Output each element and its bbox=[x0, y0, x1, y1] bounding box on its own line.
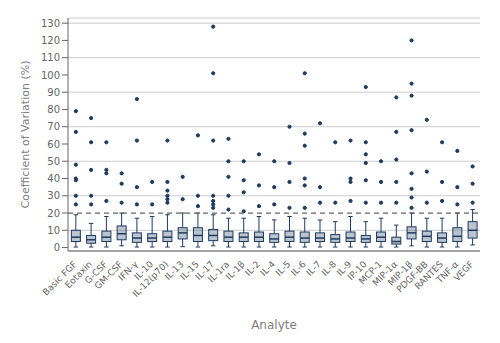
svg-text:Coefficient of Variation (%): Coefficient of Variation (%) bbox=[19, 61, 32, 209]
svg-text:Eotaxin: Eotaxin bbox=[63, 259, 95, 291]
svg-text:IL-5: IL-5 bbox=[274, 259, 293, 278]
svg-text:VEGF: VEGF bbox=[452, 259, 476, 283]
svg-text:MIP-1β: MIP-1β bbox=[386, 259, 415, 288]
svg-text:30: 30 bbox=[47, 190, 60, 201]
svg-text:IL-4: IL-4 bbox=[258, 259, 277, 278]
svg-text:MIP-1α: MIP-1α bbox=[370, 259, 400, 288]
svg-text:PDGF-BB: PDGF-BB bbox=[394, 259, 430, 295]
svg-text:MCP-1: MCP-1 bbox=[356, 259, 384, 287]
svg-text:80: 80 bbox=[47, 104, 60, 115]
svg-text:G-CSF: G-CSF bbox=[82, 259, 110, 286]
svg-text:90: 90 bbox=[47, 87, 60, 98]
svg-text:IL-7: IL-7 bbox=[304, 259, 323, 278]
svg-text:50: 50 bbox=[47, 156, 60, 167]
svg-text:TNF-α: TNF-α bbox=[434, 259, 461, 285]
svg-text:120: 120 bbox=[41, 35, 60, 46]
svg-text:IL-17: IL-17 bbox=[193, 259, 217, 282]
svg-text:RANTES: RANTES bbox=[412, 259, 445, 292]
svg-text:100: 100 bbox=[41, 70, 60, 81]
svg-text:IL-2: IL-2 bbox=[243, 259, 262, 278]
svg-text:GM-CSF: GM-CSF bbox=[92, 259, 125, 292]
svg-text:IFN-γ: IFN-γ bbox=[116, 259, 140, 283]
svg-text:IL-1β: IL-1β bbox=[223, 259, 247, 282]
svg-text:IL-10: IL-10 bbox=[132, 259, 156, 282]
svg-text:IL-15: IL-15 bbox=[178, 259, 201, 282]
svg-text:10: 10 bbox=[47, 225, 60, 236]
svg-text:70: 70 bbox=[47, 121, 60, 132]
svg-text:60: 60 bbox=[47, 139, 60, 150]
svg-text:0: 0 bbox=[54, 242, 60, 253]
svg-text:110: 110 bbox=[41, 52, 60, 63]
svg-text:IL-6: IL-6 bbox=[289, 259, 308, 278]
svg-text:Analyte: Analyte bbox=[251, 318, 297, 332]
svg-text:IL-9: IL-9 bbox=[334, 259, 354, 278]
svg-text:130: 130 bbox=[41, 18, 60, 29]
svg-text:20: 20 bbox=[47, 208, 60, 219]
svg-text:IL-8: IL-8 bbox=[319, 259, 338, 278]
svg-text:IL-12(p70): IL-12(p70) bbox=[130, 259, 170, 299]
svg-text:IL-1ra: IL-1ra bbox=[206, 259, 232, 285]
svg-text:IL-13: IL-13 bbox=[162, 259, 186, 282]
svg-text:Basic FGF: Basic FGF bbox=[40, 259, 79, 298]
svg-text:IP-10: IP-10 bbox=[345, 259, 369, 283]
svg-text:40: 40 bbox=[47, 173, 60, 184]
